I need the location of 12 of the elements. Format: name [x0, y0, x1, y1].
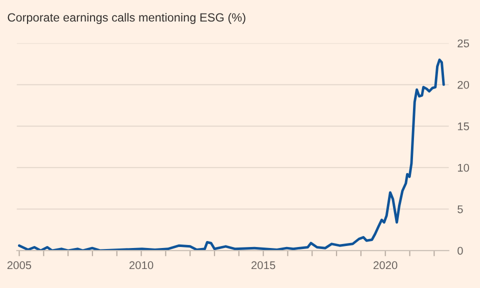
chart-title: Corporate earnings calls mentioning ESG (%)	[8, 12, 246, 24]
y-tick-label: 0	[458, 246, 463, 255]
y-tick-label: 15	[458, 122, 470, 130]
line-series	[18, 58, 445, 251]
y-tick-label: 25	[458, 39, 470, 48]
x-tick-label: 2010	[129, 261, 154, 270]
y-tick-label: 10	[458, 164, 470, 172]
x-tick-label: 2020	[374, 261, 398, 270]
y-tick-label: 20	[458, 80, 470, 89]
y-tick-label: 5	[458, 205, 463, 214]
x-tick-label: 2015	[252, 261, 276, 270]
x-tick-label: 2005	[7, 261, 32, 270]
